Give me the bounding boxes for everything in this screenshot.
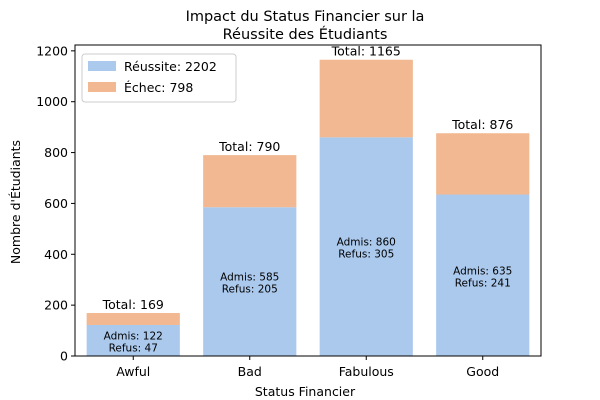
legend-swatch-echec [88, 82, 116, 92]
y-tick-label: 600 [44, 196, 68, 211]
bar-reussite-fabulous [319, 137, 413, 356]
y-tick-label: 400 [44, 247, 68, 262]
y-tick-label: 800 [44, 145, 68, 160]
x-tick-label-bad: Bad [238, 364, 262, 379]
bar-reussite-awful [86, 324, 180, 356]
chart-title-line-1: Impact du Status Financier sur la [186, 9, 425, 25]
legend-label-reussite: Réussite: 2202 [124, 59, 217, 74]
y-tick-label: 0 [60, 349, 68, 364]
y-tick-label: 1000 [36, 94, 68, 109]
admis-label-good: Admis: 635 [453, 265, 512, 277]
total-label-fabulous: Total: 1165 [331, 44, 401, 59]
admis-label-fabulous: Admis: 860 [337, 237, 396, 249]
chart-title: Impact du Status Financier sur la Réussi… [186, 9, 425, 43]
x-axis-label: Status Financier [255, 384, 356, 399]
x-tick-label-awful: Awful [116, 364, 150, 379]
total-label-bad: Total: 790 [218, 139, 280, 154]
refus-label-good: Refus: 241 [455, 277, 511, 289]
bar-echec-good [436, 133, 530, 195]
total-label-awful: Total: 169 [102, 297, 164, 312]
axes-layer: 0 200 400 600 800 1000 1200 Awful Bad Fabulous Goo… [36, 43, 542, 379]
legend-swatch-reussite [88, 61, 116, 71]
bar-reussite-good [436, 194, 530, 356]
refus-label-awful: Refus: 47 [109, 342, 158, 354]
y-axis-label: Nombre d'Étudiants [8, 140, 23, 264]
refus-label-fabulous: Refus: 305 [338, 249, 394, 261]
bar-echec-bad [203, 155, 297, 208]
bars-layer [86, 59, 530, 356]
bar-reussite-bad [203, 207, 297, 356]
x-tick-label-good: Good [466, 364, 499, 379]
y-tick-label: 1200 [36, 43, 68, 58]
bar-echec-fabulous [319, 59, 413, 138]
admis-label-awful: Admis: 122 [104, 330, 163, 342]
plot-frame [74, 44, 542, 357]
legend: Réussite: 2202 Échec: 798 [81, 53, 237, 103]
refus-label-bad: Refus: 205 [222, 284, 278, 296]
legend-frame [81, 53, 237, 103]
x-tick-label-fabulous: Fabulous [339, 364, 394, 379]
chart-title-line-2: Réussite des Étudiants [223, 26, 388, 43]
total-label-good: Total: 876 [451, 117, 513, 132]
admis-label-bad: Admis: 585 [220, 272, 279, 284]
y-tick-label: 200 [44, 298, 68, 313]
legend-label-echec: Échec: 798 [124, 80, 193, 95]
bar-echec-awful [86, 313, 180, 325]
